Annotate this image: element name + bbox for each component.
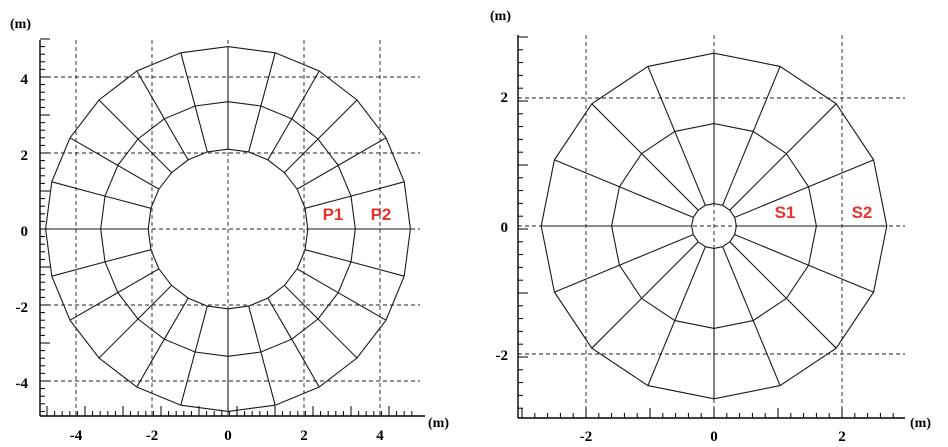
mesh-radial-edge bbox=[729, 241, 787, 299]
mesh-radial-edge bbox=[554, 159, 620, 188]
mesh-radial-edge bbox=[98, 99, 139, 140]
mesh-radial-edge bbox=[591, 103, 642, 154]
mesh-radial-edge bbox=[786, 103, 837, 154]
mesh-radial-edge bbox=[267, 118, 293, 161]
mesh-radial-edge bbox=[734, 234, 809, 266]
left-x-tick-label: 0 bbox=[224, 428, 232, 444]
mesh-radial-edge bbox=[674, 246, 706, 321]
point-label-s2: S2 bbox=[852, 203, 873, 222]
mesh-radial-edge bbox=[260, 52, 276, 107]
left-axis-ticks bbox=[40, 38, 413, 416]
right-x-tick-label: 2 bbox=[838, 429, 846, 445]
left-x-tick-label: 4 bbox=[376, 428, 384, 444]
mesh-radial-edge bbox=[104, 195, 152, 209]
mesh-radial-edge bbox=[808, 264, 874, 293]
mesh-radial-edge bbox=[591, 298, 642, 349]
right-axis-ticks bbox=[518, 36, 894, 418]
left-y-tick-label: 0 bbox=[21, 224, 29, 240]
mesh-radial-edge bbox=[180, 351, 196, 406]
right-y-tick-label: 0 bbox=[501, 220, 509, 236]
mesh-radial-edge bbox=[350, 261, 405, 277]
point-label-s1: S1 bbox=[775, 203, 796, 222]
mesh-radial-edge bbox=[296, 268, 339, 294]
mesh-radial-edge bbox=[337, 292, 387, 321]
mesh-radial-edge bbox=[136, 70, 165, 120]
left-y-tick-label: 4 bbox=[21, 72, 29, 88]
right-mesh-panel: (m) (m) -2 0 2 2 0 -2 S1 S2 bbox=[490, 9, 931, 445]
right-x-tick-label: 0 bbox=[710, 429, 718, 445]
mesh-radial-edge bbox=[260, 351, 276, 406]
right-y-unit-label: (m) bbox=[490, 9, 511, 24]
mesh-radial-edge bbox=[163, 118, 189, 161]
mesh-radial-edge bbox=[98, 318, 139, 359]
right-x-tick-label: -2 bbox=[580, 429, 593, 445]
mesh-radial-edge bbox=[752, 320, 781, 386]
mesh-radial-edge bbox=[296, 164, 339, 190]
mesh-radial-edge bbox=[51, 181, 106, 197]
left-y-tick-label: 2 bbox=[21, 148, 29, 164]
mesh-radial-edge bbox=[163, 297, 189, 340]
right-annular-mesh bbox=[540, 52, 888, 400]
left-x-unit-label: (m) bbox=[428, 416, 449, 431]
mesh-radial-edge bbox=[722, 246, 754, 321]
mesh-radial-edge bbox=[267, 297, 293, 340]
mesh-radial-edge bbox=[317, 318, 358, 359]
right-x-unit-label: (m) bbox=[910, 416, 931, 431]
mesh-radial-edge bbox=[752, 66, 781, 132]
mesh-radial-edge bbox=[304, 249, 352, 263]
left-x-tick-label: 2 bbox=[300, 428, 308, 444]
mesh-radial-edge bbox=[619, 234, 694, 266]
mesh-radial-edge bbox=[137, 138, 172, 173]
mesh-radial-edge bbox=[304, 195, 352, 209]
left-x-tick-label: -4 bbox=[70, 428, 83, 444]
right-y-tick-label: 2 bbox=[501, 90, 509, 106]
mesh-radial-edge bbox=[337, 137, 387, 166]
left-x-tick-label: -2 bbox=[146, 428, 159, 444]
left-mesh-panel: (m) (m) -4 -2 0 2 4 4 2 0 -2 -4 P1 P2 bbox=[10, 17, 449, 444]
left-annular-mesh bbox=[45, 46, 411, 412]
mesh-radial-edge bbox=[117, 164, 160, 190]
left-y-tick-label: -2 bbox=[16, 300, 29, 316]
mesh-radial-edge bbox=[248, 105, 262, 153]
mesh-radial-edge bbox=[722, 131, 754, 206]
mesh-radial-edge bbox=[641, 153, 699, 211]
point-label-p2: P2 bbox=[371, 205, 392, 224]
mesh-radial-edge bbox=[194, 105, 208, 153]
mesh-radial-edge bbox=[808, 159, 874, 188]
mesh-radial-edge bbox=[284, 285, 319, 320]
mesh-radial-edge bbox=[554, 264, 620, 293]
mesh-radial-edge bbox=[69, 292, 119, 321]
mesh-radial-edge bbox=[317, 99, 358, 140]
left-y-tick-label: -4 bbox=[16, 376, 29, 392]
mesh-radial-edge bbox=[284, 138, 319, 173]
mesh-radial-edge bbox=[180, 52, 196, 107]
mesh-radial-edge bbox=[734, 186, 809, 218]
mesh-radial-edge bbox=[786, 298, 837, 349]
mesh-radial-edge bbox=[291, 338, 320, 388]
mesh-radial-edge bbox=[137, 285, 172, 320]
mesh-radial-edge bbox=[291, 70, 320, 120]
mesh-radial-edge bbox=[350, 181, 405, 197]
mesh-radial-edge bbox=[674, 131, 706, 206]
mesh-radial-edge bbox=[248, 305, 262, 353]
mesh-radial-edge bbox=[647, 320, 676, 386]
mesh-radial-edge bbox=[117, 268, 160, 294]
right-y-tick-label: -2 bbox=[496, 348, 509, 364]
left-grid-lines bbox=[40, 40, 420, 416]
mesh-radial-edge bbox=[104, 249, 152, 263]
mesh-radial-edge bbox=[641, 241, 699, 299]
mesh-radial-edge bbox=[619, 186, 694, 218]
mesh-radial-edge bbox=[51, 261, 106, 277]
left-y-unit-label: (m) bbox=[10, 17, 31, 32]
mesh-radial-edge bbox=[69, 137, 119, 166]
mesh-radial-edge bbox=[647, 66, 676, 132]
mesh-radial-edge bbox=[136, 338, 165, 388]
mesh-radial-edge bbox=[194, 305, 208, 353]
mesh-radial-edge bbox=[729, 153, 787, 211]
point-label-p1: P1 bbox=[323, 205, 344, 224]
